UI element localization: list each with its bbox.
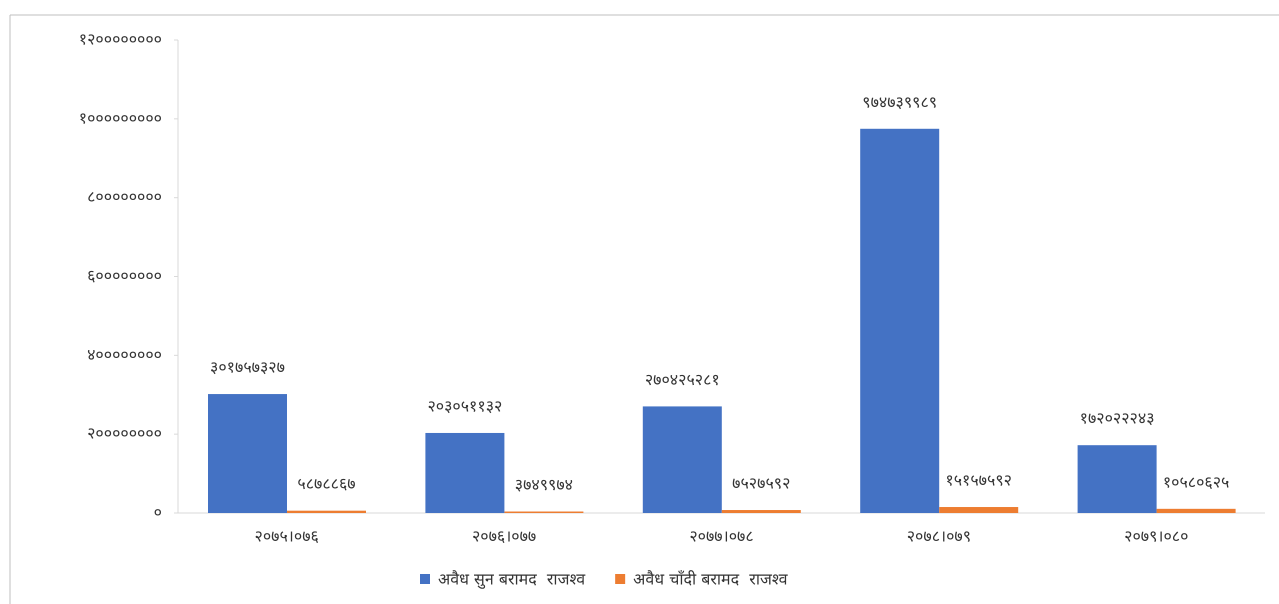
legend-swatch	[615, 574, 626, 584]
y-tick-label: ८००००००००	[87, 187, 162, 206]
bar	[1077, 445, 1157, 513]
data-label: ३७४९९७४	[515, 475, 573, 494]
data-label: १०५८०६२५	[1163, 472, 1230, 491]
bar	[721, 510, 801, 513]
x-tick-label: २०७८।०७९	[907, 527, 971, 546]
y-tick-label: ०	[154, 503, 162, 522]
bar	[642, 406, 722, 513]
data-label: ९७४७३९९८९	[862, 92, 937, 111]
bar	[1156, 508, 1236, 513]
bar	[939, 507, 1019, 513]
x-tick-label: २०७५।०७६	[255, 527, 319, 546]
y-tick-label: ६००००००००	[87, 266, 162, 285]
legend-label: अवैध सुन बरामद राजश्व	[438, 570, 586, 590]
data-label: १५१५७५९२	[945, 471, 1012, 490]
bar	[504, 511, 584, 513]
data-label: ३०१७५७३२७	[210, 358, 285, 377]
y-tick-label: २००००००००	[87, 424, 162, 443]
bar	[425, 432, 505, 513]
y-tick-label: ४००००००००	[87, 345, 162, 364]
y-tick-label: १०००००००००	[79, 108, 162, 127]
x-tick-label: २०७७।०७८	[689, 527, 753, 546]
legend-swatch	[420, 574, 430, 584]
y-tick-label: १२००००००००	[79, 30, 162, 49]
data-label: ७५२७५९२	[732, 474, 790, 493]
data-label: २०३०५११३२	[427, 396, 502, 415]
data-label: ५८७८८६७	[297, 474, 355, 493]
bar	[208, 394, 287, 513]
data-label: २७०४२५२८१	[645, 370, 720, 389]
data-label: १७२०२२२४३	[1080, 409, 1155, 428]
x-tick-label: २०७९।०८०	[1124, 527, 1188, 546]
legend-label: अवैध चाँदी बरामद राजश्व	[633, 570, 788, 589]
bar	[860, 128, 940, 514]
x-tick-label: २०७६।०७७	[472, 527, 536, 546]
bar	[287, 510, 366, 513]
